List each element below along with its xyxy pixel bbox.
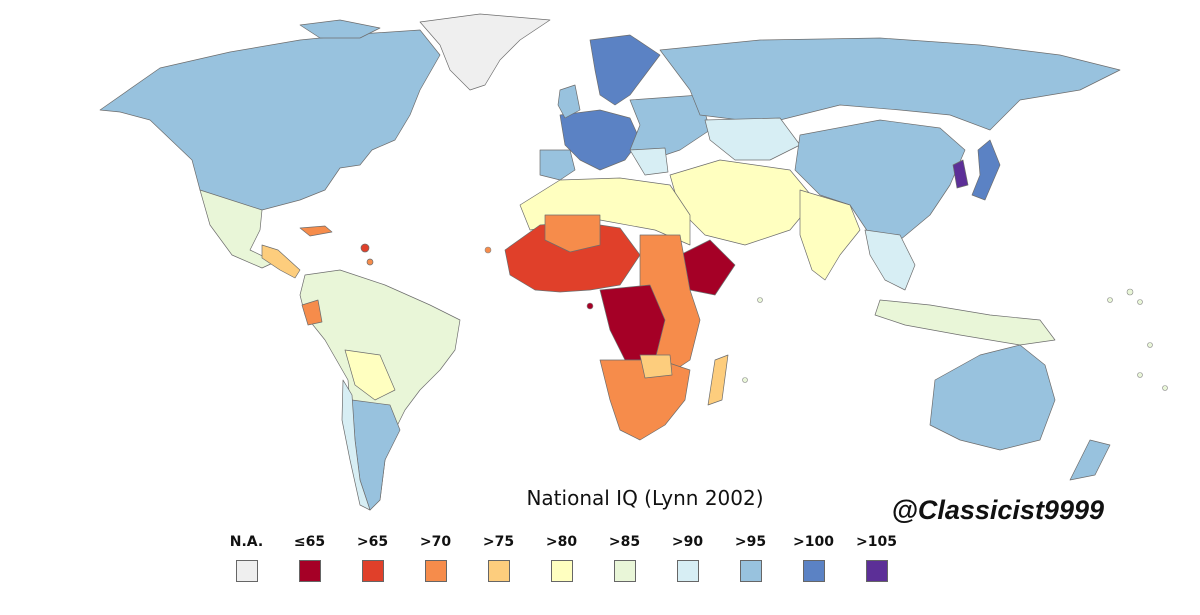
legend-label: >70	[419, 534, 452, 550]
legend-item: >75	[467, 534, 530, 582]
legend-item: >65	[341, 534, 404, 582]
region-korea	[952, 159, 969, 189]
region-caribbean-islands	[360, 243, 370, 253]
legend-label: >80	[545, 534, 578, 550]
region-caribbean	[299, 225, 333, 237]
legend-item: >85	[593, 534, 656, 582]
region-scandinavia	[589, 34, 661, 106]
region-ecuador	[301, 299, 323, 326]
legend-item: >95	[719, 534, 782, 582]
region-greenland	[419, 13, 551, 91]
island-pacific	[1137, 372, 1143, 378]
legend-label: >75	[482, 534, 515, 550]
legend-swatch	[676, 560, 699, 582]
region-japan	[971, 139, 1001, 201]
legend-label: >85	[608, 534, 641, 550]
legend-label: >100	[793, 534, 834, 550]
island-pacific	[1126, 288, 1134, 296]
island-gulf-guinea	[586, 302, 594, 310]
island-pacific	[1147, 342, 1153, 348]
region-zambia	[639, 354, 673, 379]
region-bolivia-paraguay	[344, 349, 396, 401]
legend-swatch	[802, 560, 825, 582]
legend-label: N.A.	[229, 534, 264, 550]
credit-handle: @Classicist9999	[891, 495, 1104, 525]
region-middle-east	[669, 159, 816, 246]
island-pacific	[1137, 299, 1143, 305]
region-se-asia	[864, 229, 916, 291]
island-pacific	[1107, 297, 1113, 303]
legend-item: N.A.	[215, 534, 278, 582]
region-iberia	[539, 149, 576, 181]
island-pacific	[1162, 385, 1168, 391]
map-title: National IQ (Lynn 2002)	[526, 486, 764, 510]
legend-swatch	[550, 560, 573, 582]
island-atlantic	[484, 246, 492, 254]
legend-label: >90	[671, 534, 704, 550]
legend-label: >65	[356, 534, 389, 550]
legend: N.A. ≤65 >65 >70 >75 >80 >85 >90 >95 >10…	[215, 534, 908, 582]
legend-swatch	[487, 560, 510, 582]
region-chile	[341, 379, 371, 511]
legend-item: >100	[782, 534, 845, 582]
legend-item: >90	[656, 534, 719, 582]
region-britain	[557, 84, 581, 119]
legend-swatch	[298, 560, 321, 582]
legend-item: ≤65	[278, 534, 341, 582]
legend-label: ≤65	[293, 534, 326, 550]
region-madagascar	[707, 354, 729, 406]
legend-item: >105	[845, 534, 908, 582]
region-china	[794, 119, 966, 241]
legend-item: >70	[404, 534, 467, 582]
region-russia	[659, 37, 1121, 131]
legend-label: >95	[734, 534, 767, 550]
region-central-asia	[704, 117, 801, 161]
legend-swatch	[613, 560, 636, 582]
legend-swatch	[424, 560, 447, 582]
legend-item: >80	[530, 534, 593, 582]
island-indian-ocean	[757, 297, 763, 303]
region-balkans	[629, 147, 669, 176]
legend-swatch	[739, 560, 762, 582]
region-central-america	[261, 244, 301, 279]
region-india	[799, 189, 861, 281]
region-north-america	[99, 29, 441, 211]
legend-swatch	[865, 560, 888, 582]
legend-label: >105	[856, 534, 897, 550]
legend-swatch	[361, 560, 384, 582]
island-indian-ocean	[742, 377, 748, 383]
region-australia	[929, 344, 1056, 451]
region-arctic-islands	[299, 19, 381, 39]
region-caribbean-islands-2	[366, 258, 374, 266]
region-indonesia	[874, 299, 1056, 346]
region-new-zealand	[1069, 439, 1111, 481]
region-sahel-orange	[544, 214, 601, 253]
legend-swatch	[235, 560, 258, 582]
